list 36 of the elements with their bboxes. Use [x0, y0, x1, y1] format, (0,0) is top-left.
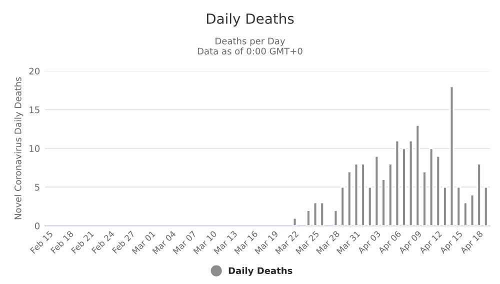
bar: [428, 148, 434, 226]
bar: [484, 186, 488, 226]
bar: [422, 170, 427, 226]
y-axis-title: Novel Coronavirus Daily Deaths: [14, 77, 24, 220]
bar: [388, 163, 393, 226]
legend-label: Daily Deaths: [228, 267, 292, 276]
bar: [394, 140, 400, 226]
bar: [374, 155, 380, 226]
bar: [347, 170, 352, 226]
y-tick-label: 15: [30, 106, 40, 114]
bar: [449, 86, 454, 226]
chart-subtitle: Deaths per Day Data as of 0:00 GMT+0: [198, 37, 302, 55]
y-tick-label: 10: [30, 145, 40, 152]
bar: [333, 210, 338, 226]
bar: [354, 163, 359, 226]
y-tick-label: 5: [35, 184, 40, 191]
chart-title: Daily Deaths: [206, 13, 294, 27]
bar: [292, 217, 298, 226]
y-tick-label: 20: [29, 68, 40, 75]
bar: [340, 186, 345, 226]
bar: [320, 202, 325, 226]
bar: [476, 163, 482, 226]
bar: [367, 186, 372, 226]
bar: [470, 194, 475, 226]
bar: [306, 210, 311, 226]
bar: [436, 155, 441, 226]
y-tick-label: 0: [34, 222, 40, 230]
bar: [408, 140, 414, 226]
bar: [402, 148, 406, 226]
bar: [312, 202, 318, 226]
bar: [463, 202, 468, 226]
bar: [442, 186, 448, 226]
bar: [415, 124, 420, 226]
bar: [456, 186, 462, 226]
bar: [381, 178, 386, 226]
bar: [360, 163, 366, 226]
